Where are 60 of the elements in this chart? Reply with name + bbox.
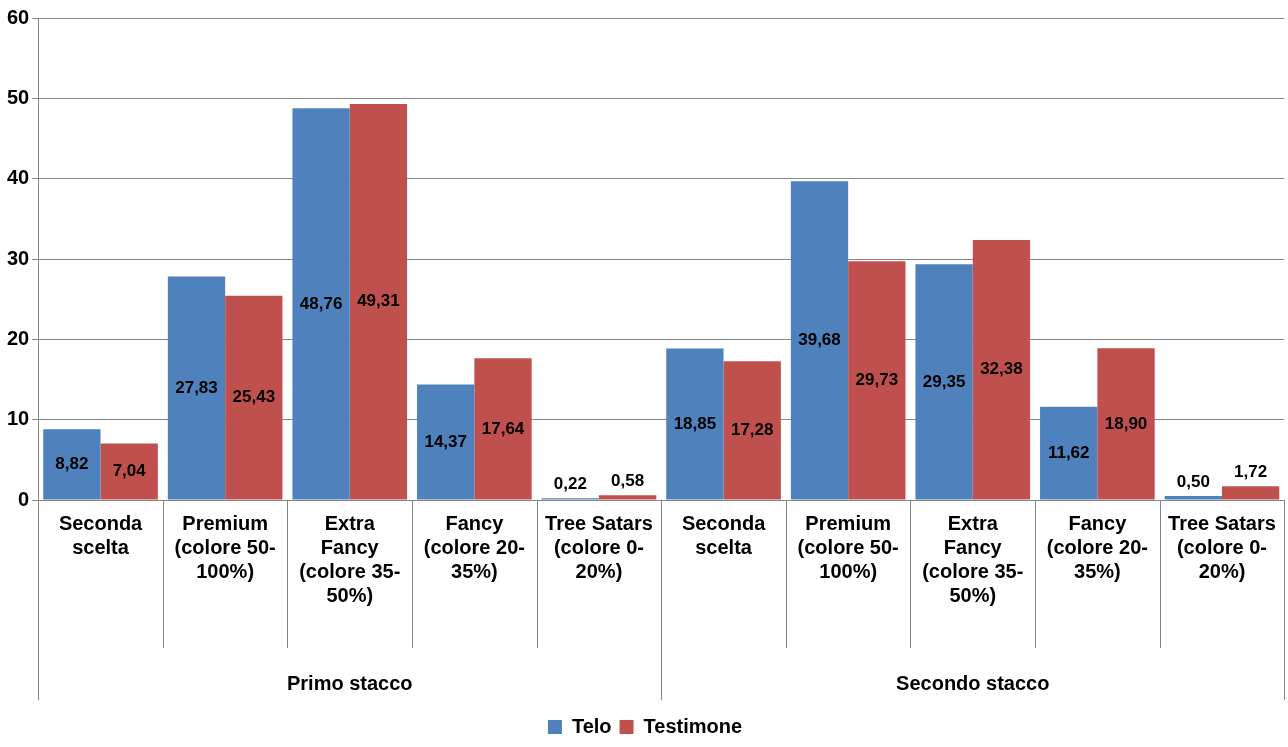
bar [790,181,849,500]
y-tick-label: 20 [7,326,30,349]
y-tick-label: 50 [7,85,30,108]
y-tick-label: 10 [7,407,30,430]
data-label: 18,85 [673,413,717,433]
text: Primo stacco [286,671,413,694]
x-tick-label: Fancy (colore 20-35%) [1046,511,1148,582]
data-label: 7,04 [112,461,147,481]
bar [349,103,408,500]
bar [1040,406,1098,500]
x-tick-label: Seconda scelta [681,511,767,558]
bar [972,239,1031,500]
data-label: 29,35 [922,371,966,391]
bar [225,295,283,500]
bar [417,384,475,500]
data-label: 0,58 [611,471,645,491]
data-label: 1,72 [1234,461,1268,481]
bar [723,361,781,500]
bar [292,108,350,500]
x-tick-label: Premium (colore 50-100%) [174,511,276,582]
data-label: 11,62 [1047,442,1090,462]
bar [848,261,906,500]
bar [666,348,724,500]
data-label: 25,43 [232,387,276,407]
data-label: 48,76 [299,293,343,313]
bar [1221,486,1280,500]
data-label: 14,37 [424,431,467,451]
data-label: 49,31 [357,291,400,311]
x-tick-label: Extra Fancy (colore 35-50%) [299,511,401,606]
x-tick-label: Tree Satars (colore 0-20%) [545,511,653,582]
x-tick-label: Seconda scelta [58,511,144,558]
bar [43,429,101,500]
data-label: 0,50 [1176,471,1210,491]
data-label: 17,64 [481,418,525,438]
bar [167,276,226,500]
data-label: 29,73 [855,370,899,390]
x-tick-label: Premium (colore 50-100%) [797,511,899,582]
y-tick-label: 60 [7,5,30,28]
x-tick-label: Extra Fancy (colore 35-50%) [922,511,1024,606]
legend-label: Telo [571,714,612,737]
legend-label: Testimone [643,714,743,737]
data-label: 18,90 [1104,413,1148,433]
text: Secondo stacco [896,671,1050,694]
data-label: 17,28 [730,420,774,440]
bar [474,358,532,500]
bar [100,443,158,500]
y-tick-label: 30 [7,246,30,269]
x-tick-label: Fancy (colore 20-35%) [423,511,525,582]
data-label: 39,68 [798,330,841,350]
bar [915,264,973,500]
x-tick-label: Tree Satars (colore 0-20%) [1168,511,1276,582]
data-label: 8,82 [55,454,89,474]
y-tick-label: 40 [7,166,30,189]
bar [598,495,657,500]
data-label: 32,38 [980,359,1023,379]
bar [1097,348,1155,500]
bar [1164,495,1222,500]
data-label: 27,83 [175,377,218,397]
y-tick-label: 0 [18,487,30,510]
data-label: 0,22 [553,473,587,493]
